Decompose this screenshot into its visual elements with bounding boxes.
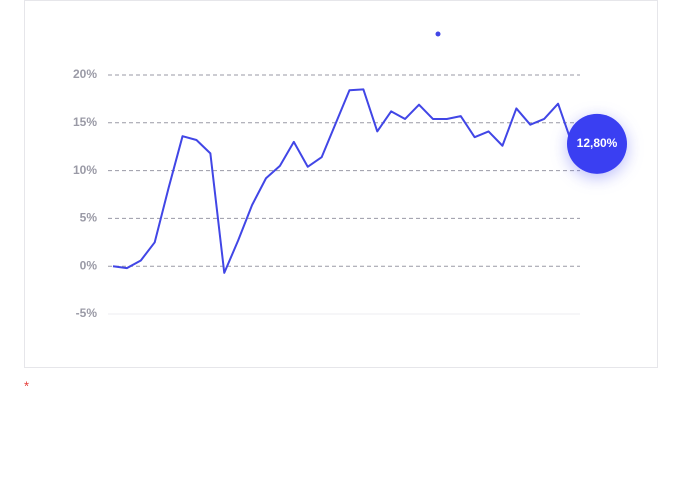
- footnote: *: [24, 378, 29, 393]
- value-label: 12,80%: [577, 136, 618, 150]
- y-tick-label: 20%: [73, 67, 97, 81]
- y-tick-label: 5%: [80, 211, 98, 225]
- legend-dot: [435, 31, 441, 37]
- value-badge: [567, 113, 627, 174]
- line: [112, 88, 573, 274]
- y-tick-label: -5%: [76, 306, 98, 320]
- y-tick-label: 10%: [73, 163, 97, 177]
- card: [24, 0, 658, 368]
- y-tick-label: 0%: [80, 258, 98, 272]
- y-tick-label: 15%: [73, 115, 97, 129]
